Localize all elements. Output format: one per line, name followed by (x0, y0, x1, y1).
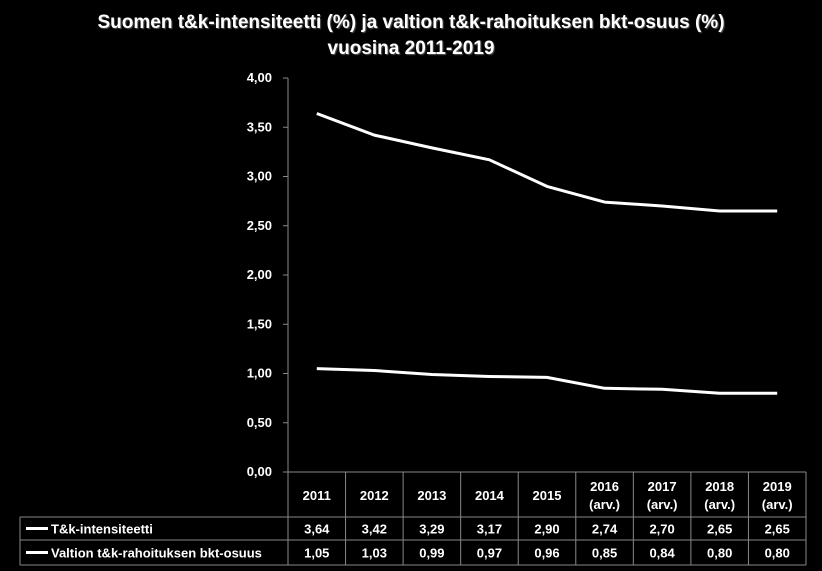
data-label: 0,96 (534, 546, 559, 561)
chart-subtitle: vuosina 2011-2019 (327, 38, 495, 59)
data-label: 0,97 (477, 546, 502, 561)
data-label: 2,70 (649, 522, 674, 537)
data-label: 3,42 (362, 522, 387, 537)
data-label: 2,74 (592, 522, 618, 537)
y-tick-label: 0,50 (247, 415, 272, 430)
data-label: 0,85 (592, 546, 617, 561)
y-tick-label: 1,00 (247, 366, 272, 381)
x-tick-label: 2019 (763, 479, 792, 494)
legend-label-2: Valtion t&k-rahoituksen bkt-osuus (51, 546, 262, 561)
legend-label-1: T&k-intensiteetti (51, 522, 153, 537)
data-label: 3,17 (477, 522, 502, 537)
data-label: 1,03 (362, 546, 387, 561)
y-tick-label: 4,00 (247, 70, 272, 85)
y-tick-label: 2,50 (247, 218, 272, 233)
x-tick-label: 2011 (303, 488, 331, 503)
y-tick-label: 3,50 (247, 119, 272, 134)
x-tick-label: 2017 (648, 479, 677, 494)
x-tick-label: (arv.) (762, 497, 793, 512)
x-tick-label: 2014 (475, 488, 505, 503)
data-label: 2,90 (534, 522, 559, 537)
x-tick-label: 2012 (360, 488, 389, 503)
data-label: 0,80 (765, 546, 790, 561)
x-tick-label: 2015 (533, 488, 562, 503)
y-tick-label: 2,00 (247, 267, 272, 282)
x-tick-label: (arv.) (589, 497, 620, 512)
data-label: 0,84 (649, 546, 675, 561)
data-label: 0,99 (419, 546, 444, 561)
y-tick-label: 1,50 (247, 316, 272, 331)
data-label: 0,80 (707, 546, 732, 561)
y-tick-label: 0,00 (247, 464, 272, 479)
data-label: 3,29 (419, 522, 444, 537)
data-label: 3,64 (304, 522, 330, 537)
series-line-2 (316, 367, 778, 395)
y-tick-label: 3,00 (247, 169, 272, 184)
x-tick-label: 2016 (590, 479, 619, 494)
data-label: 2,65 (707, 522, 732, 537)
series-line-1 (316, 112, 778, 213)
x-tick-label: (arv.) (647, 497, 678, 512)
chart-title: Suomen t&k-intensiteetti (%) ja valtion … (97, 12, 725, 33)
data-label: 2,65 (765, 522, 790, 537)
x-tick-label: 2013 (417, 488, 446, 503)
data-label: 1,05 (304, 546, 329, 561)
x-tick-label: 2018 (705, 479, 734, 494)
x-tick-label: (arv.) (704, 497, 735, 512)
